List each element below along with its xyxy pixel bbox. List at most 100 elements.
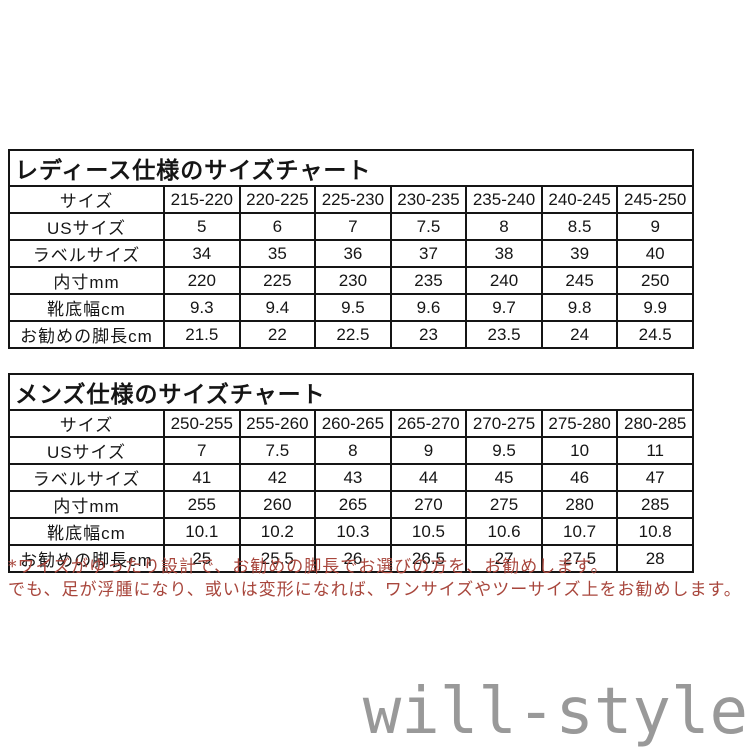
row-label: サイズ bbox=[8, 409, 165, 438]
size-value: 9 bbox=[616, 212, 694, 241]
size-value: 240 bbox=[465, 266, 543, 295]
size-value: 27.5 bbox=[540, 544, 619, 573]
table-title: メンズ仕様のサイズチャート bbox=[8, 373, 694, 411]
size-value: 280-285 bbox=[616, 409, 694, 438]
row-label: 内寸mm bbox=[8, 266, 165, 295]
size-charts: レディース仕様のサイズチャート サイズ 215-220 220-225 225-230 2… bbox=[8, 149, 694, 597]
size-value: 235 bbox=[389, 266, 468, 295]
size-value: 39 bbox=[540, 239, 619, 268]
size-value: 23 bbox=[389, 320, 468, 349]
size-value: 8 bbox=[465, 212, 543, 241]
size-value: 220-225 bbox=[238, 185, 317, 214]
size-value: 38 bbox=[465, 239, 543, 268]
size-value: 250-255 bbox=[163, 409, 241, 438]
size-value: 10.3 bbox=[314, 517, 392, 546]
table-row: ラベルサイズ 41 42 43 44 45 46 47 bbox=[8, 463, 694, 492]
fit-notes: *ワイズがゆったり設計で、お勧めの脚長でお選びの方を、お勧めします。 でも、足が… bbox=[8, 556, 748, 602]
table-row: ラベルサイズ 34 35 36 37 38 39 40 bbox=[8, 239, 694, 268]
size-value: 41 bbox=[163, 463, 241, 492]
size-value: 255-260 bbox=[238, 409, 317, 438]
size-value: 10.1 bbox=[163, 517, 241, 546]
table-row: USサイズ 7 7.5 8 9 9.5 10 11 bbox=[8, 436, 694, 465]
size-value: 11 bbox=[616, 436, 694, 465]
size-value: 9.9 bbox=[616, 293, 694, 322]
size-value: 22.5 bbox=[314, 320, 392, 349]
size-value: 225 bbox=[238, 266, 317, 295]
size-value: 9.3 bbox=[163, 293, 241, 322]
size-chart-table-ladies: レディース仕様のサイズチャート サイズ 215-220 220-225 225-230 2… bbox=[8, 149, 694, 349]
size-value: 37 bbox=[389, 239, 468, 268]
size-value: 10.8 bbox=[616, 517, 694, 546]
size-value: 235-240 bbox=[465, 185, 543, 214]
row-label: お勧めの脚長cm bbox=[8, 320, 165, 349]
size-value: 7.5 bbox=[238, 436, 317, 465]
row-label: ラベルサイズ bbox=[8, 463, 165, 492]
size-value: 270-275 bbox=[465, 409, 543, 438]
size-value: 8.5 bbox=[540, 212, 619, 241]
size-value: 10 bbox=[540, 436, 619, 465]
row-label: お勧めの脚長cm bbox=[8, 544, 165, 573]
size-value: 265 bbox=[314, 490, 392, 519]
table-row: 内寸mm 255 260 265 270 275 280 285 bbox=[8, 490, 694, 519]
row-label: USサイズ bbox=[8, 436, 165, 465]
table-row: サイズ 215-220 220-225 225-230 230-235 235-240 24… bbox=[8, 185, 694, 214]
table-row: お勧めの脚長cm 25 25.5 26 26.5 27 27.5 28 bbox=[8, 544, 694, 573]
size-chart-table-mens: メンズ仕様のサイズチャート サイズ 250-255 255-260 260-265 265… bbox=[8, 373, 694, 573]
size-value: 24.5 bbox=[616, 320, 694, 349]
table-title: レディース仕様のサイズチャート bbox=[8, 149, 694, 187]
size-value: 10.5 bbox=[389, 517, 468, 546]
table-row: お勧めの脚長cm 21.5 22 22.5 23 23.5 24 24.5 bbox=[8, 320, 694, 349]
size-value: 225-230 bbox=[314, 185, 392, 214]
size-value: 27 bbox=[465, 544, 543, 573]
size-value: 7.5 bbox=[389, 212, 468, 241]
size-value: 280 bbox=[540, 490, 619, 519]
table-row: 靴底幅cm 10.1 10.2 10.3 10.5 10.6 10.7 10.8 bbox=[8, 517, 694, 546]
size-value: 9.6 bbox=[389, 293, 468, 322]
size-value: 43 bbox=[314, 463, 392, 492]
size-value: 260-265 bbox=[314, 409, 392, 438]
size-value: 215-220 bbox=[163, 185, 241, 214]
size-value: 260 bbox=[238, 490, 317, 519]
size-value: 255 bbox=[163, 490, 241, 519]
size-value: 28 bbox=[616, 544, 694, 573]
table-row: サイズ 250-255 255-260 260-265 265-270 270-275 27… bbox=[8, 409, 694, 438]
row-label: ラベルサイズ bbox=[8, 239, 165, 268]
size-value: 265-270 bbox=[389, 409, 468, 438]
size-value: 9.4 bbox=[238, 293, 317, 322]
size-value: 5 bbox=[163, 212, 241, 241]
size-value: 9.7 bbox=[465, 293, 543, 322]
row-label: USサイズ bbox=[8, 212, 165, 241]
size-value: 9.5 bbox=[314, 293, 392, 322]
row-label: 内寸mm bbox=[8, 490, 165, 519]
size-value: 275 bbox=[465, 490, 543, 519]
row-label: 靴底幅cm bbox=[8, 293, 165, 322]
size-value: 24 bbox=[540, 320, 619, 349]
size-value: 8 bbox=[314, 436, 392, 465]
size-value: 6 bbox=[238, 212, 317, 241]
row-label: 靴底幅cm bbox=[8, 517, 165, 546]
size-value: 36 bbox=[314, 239, 392, 268]
size-value: 285 bbox=[616, 490, 694, 519]
size-value: 10.7 bbox=[540, 517, 619, 546]
size-value: 9.8 bbox=[540, 293, 619, 322]
size-value: 45 bbox=[465, 463, 543, 492]
size-value: 7 bbox=[163, 436, 241, 465]
size-value: 9.5 bbox=[465, 436, 543, 465]
size-value: 275-280 bbox=[540, 409, 619, 438]
size-value: 23.5 bbox=[465, 320, 543, 349]
size-value: 26.5 bbox=[389, 544, 468, 573]
size-value: 44 bbox=[389, 463, 468, 492]
brand-watermark: will-style bbox=[362, 675, 748, 749]
size-value: 245-250 bbox=[616, 185, 694, 214]
size-value: 42 bbox=[238, 463, 317, 492]
table-row: 内寸mm 220 225 230 235 240 245 250 bbox=[8, 266, 694, 295]
size-value: 47 bbox=[616, 463, 694, 492]
size-value: 21.5 bbox=[163, 320, 241, 349]
size-value: 240-245 bbox=[540, 185, 619, 214]
row-label: サイズ bbox=[8, 185, 165, 214]
size-value: 10.6 bbox=[465, 517, 543, 546]
size-value: 250 bbox=[616, 266, 694, 295]
size-value: 35 bbox=[238, 239, 317, 268]
size-value: 25.5 bbox=[238, 544, 317, 573]
